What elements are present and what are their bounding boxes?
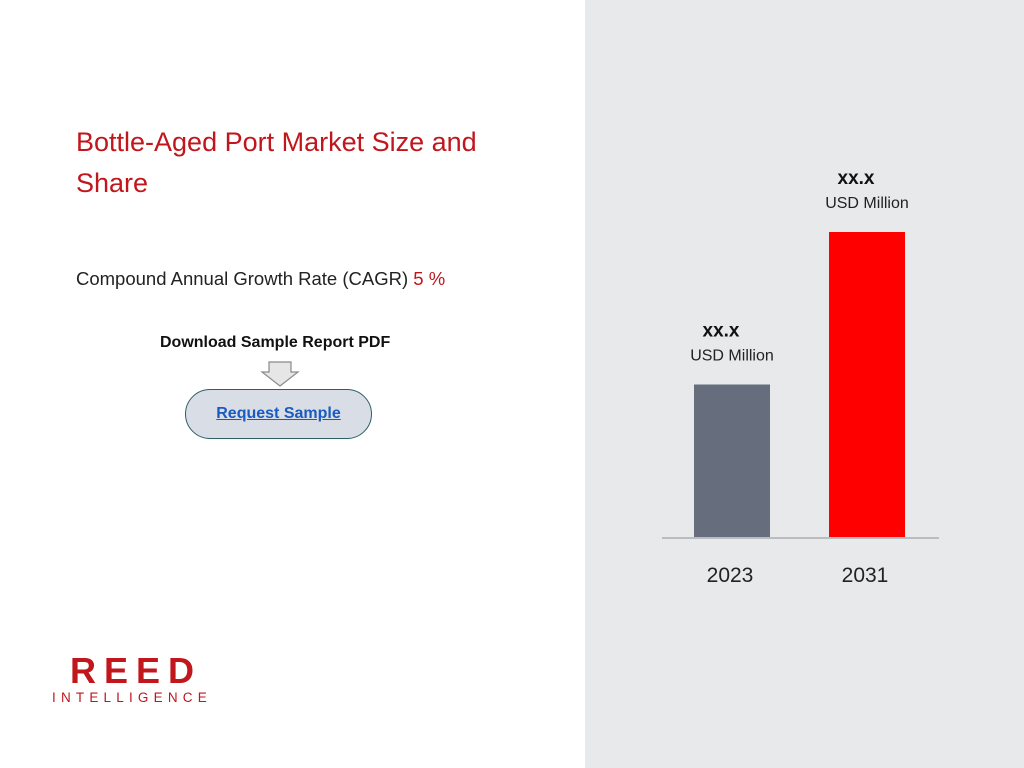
cagr-line: Compound Annual Growth Rate (CAGR) 5 % <box>76 268 445 290</box>
download-label: Download Sample Report PDF <box>160 334 391 351</box>
cagr-label: Compound Annual Growth Rate (CAGR) <box>76 268 409 289</box>
logo-subtitle: INTELLIGENCE <box>52 690 212 705</box>
category-label-2023: 2023 <box>707 564 754 587</box>
request-sample-link[interactable]: Request Sample <box>216 405 341 422</box>
bar-2031 <box>829 232 905 537</box>
down-arrow-icon <box>260 361 300 387</box>
unit-label-2031: USD Million <box>825 195 909 212</box>
chart-panel <box>585 0 1024 768</box>
cagr-value: 5 % <box>413 268 446 289</box>
logo-wordmark: REED <box>70 650 203 691</box>
unit-label-2023: USD Million <box>690 348 774 365</box>
category-label-2031: 2031 <box>842 564 889 587</box>
bar-2023 <box>694 384 770 537</box>
market-size-chart: xx.x USD Million 2023 xx.x USD Million 2031 <box>662 168 939 587</box>
value-label-2031: xx.x <box>838 168 875 189</box>
page-title: Bottle-Aged Port Market Size and Share <box>76 127 477 198</box>
request-sample-button[interactable]: Request Sample <box>185 389 372 439</box>
value-label-2023: xx.x <box>703 321 740 342</box>
